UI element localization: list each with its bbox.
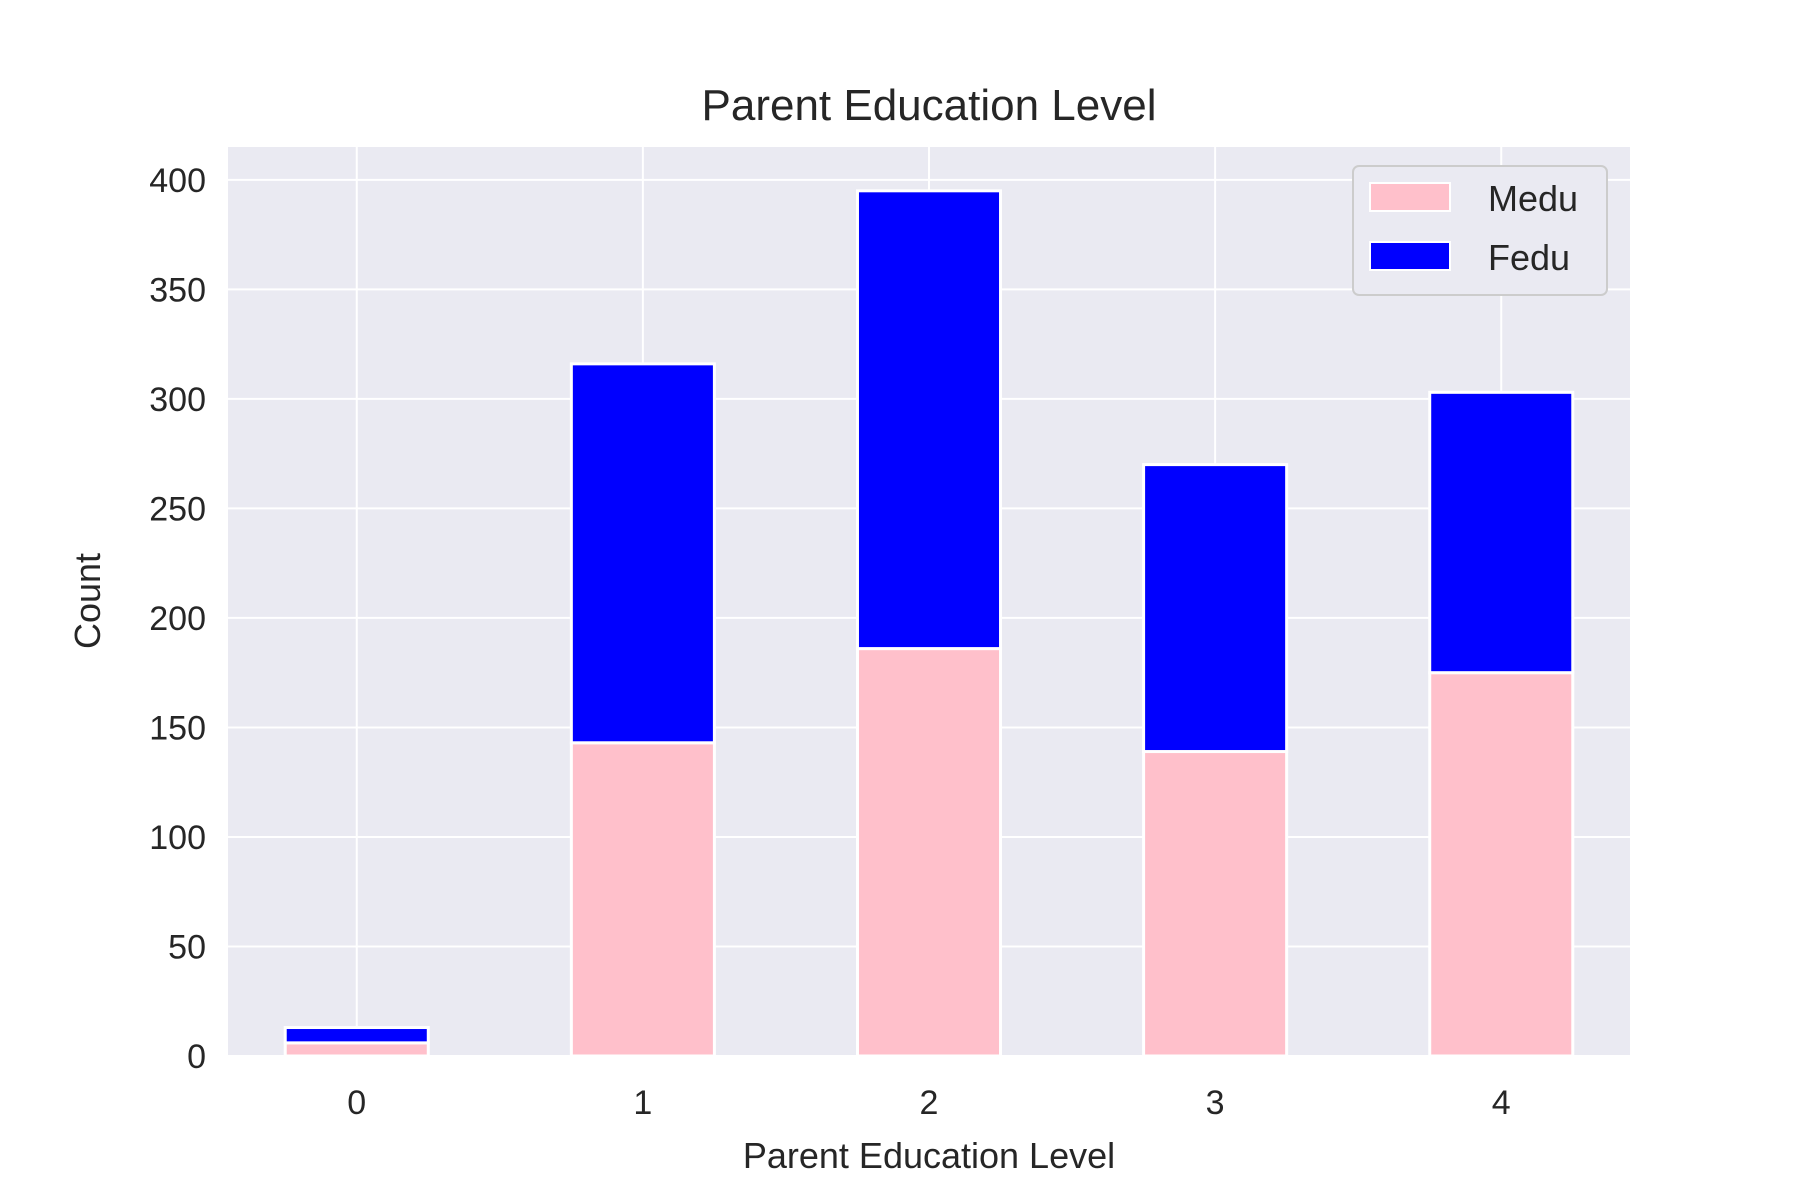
bar-medu-1 [569,741,716,1058]
x-tick-label: 4 [1492,1084,1511,1122]
x-tick-label: 1 [633,1084,652,1122]
y-tick-label: 0 [187,1038,206,1076]
y-tick-label: 100 [149,819,206,857]
y-tick-label: 400 [149,162,206,200]
bar-medu-4 [1428,671,1575,1058]
x-tick-label: 0 [347,1084,366,1122]
x-ticks: 0 1 2 3 4 [347,1084,1510,1122]
bar-fedu-3 [1142,463,1289,754]
bar-fedu-2 [855,189,1003,651]
legend-label-medu: Medu [1488,178,1578,219]
bar-fedu-4 [1428,390,1575,675]
bar-medu-2 [855,647,1003,1058]
x-tick-label: 3 [1206,1084,1225,1122]
bar-fedu-1 [569,362,716,745]
y-tick-label: 250 [149,490,206,528]
x-axis-label: Parent Education Level [743,1135,1115,1176]
legend-label-fedu: Fedu [1488,237,1570,278]
y-axis-label: Count [67,553,108,649]
y-tick-label: 350 [149,271,206,309]
bar-fedu-0 [283,1026,430,1045]
bar-medu-0 [283,1041,430,1058]
legend-swatch-fedu [1369,241,1451,271]
y-tick-label: 50 [168,928,206,966]
chart-title: Parent Education Level [702,81,1157,130]
legend-swatch-medu [1369,182,1451,212]
x-tick-label: 2 [920,1084,939,1122]
legend: Medu Fedu [1352,165,1608,296]
bars [283,189,1575,1058]
y-tick-label: 300 [149,381,206,419]
y-tick-label: 150 [149,709,206,747]
bar-medu-3 [1142,750,1289,1058]
y-tick-label: 200 [149,600,206,638]
y-ticks: 0 50 100 150 200 250 300 350 400 [149,162,206,1076]
